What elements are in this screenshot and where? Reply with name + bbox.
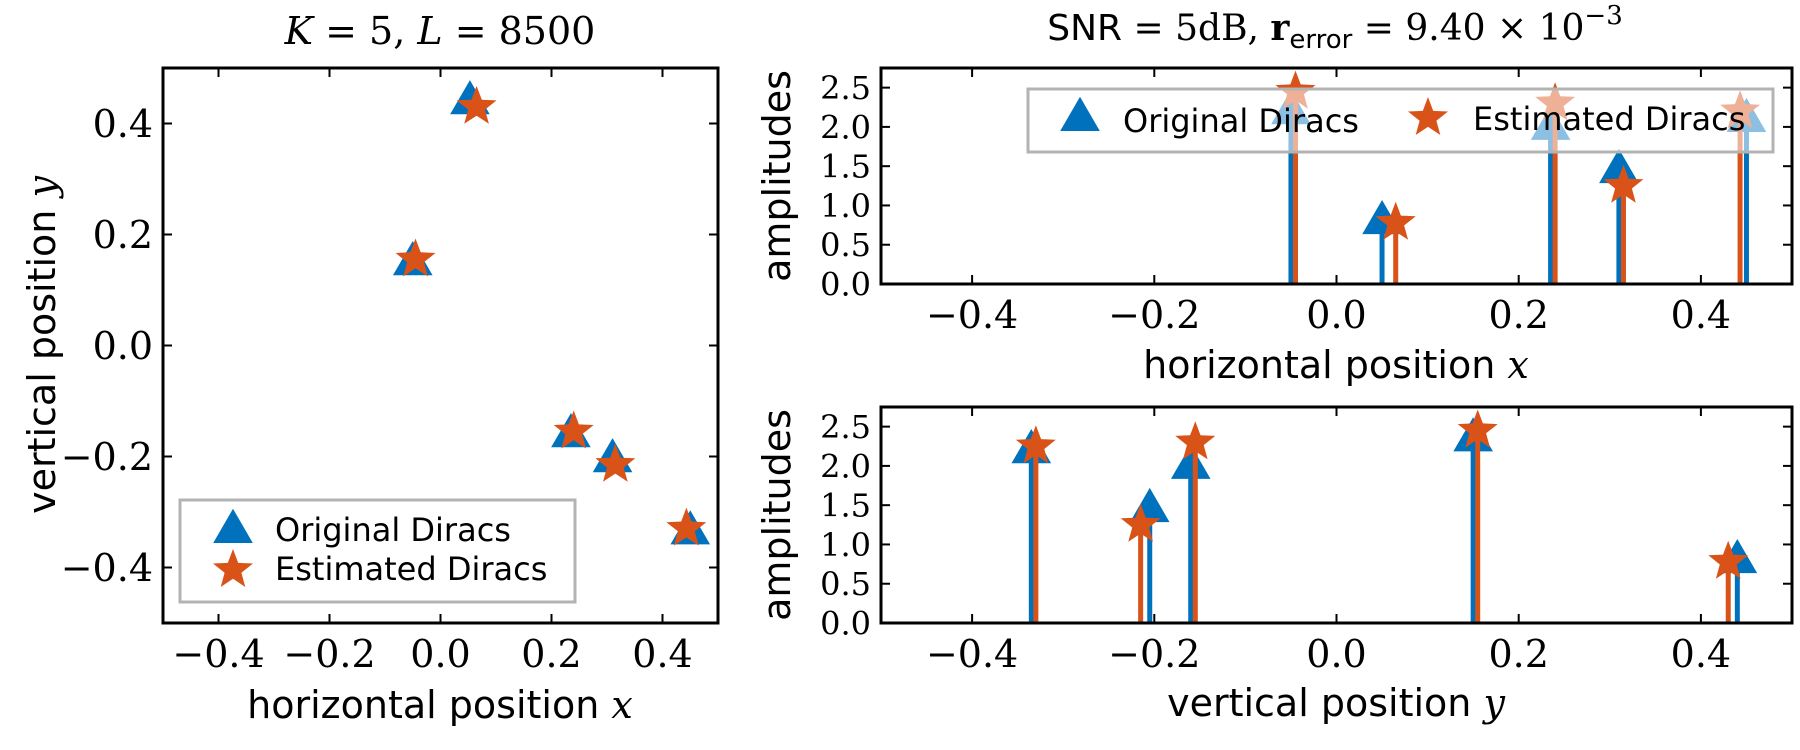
scatter-legend-original-label: Original Diracs (275, 511, 511, 549)
y-tick-label: 1.0 (820, 526, 871, 564)
y-tick-label: 1.5 (820, 148, 871, 186)
y-tick-label: −0.2 (61, 435, 153, 479)
original-dirac-head (1599, 148, 1639, 184)
stem-y-panel: −0.4 −0.2 0.0 0.2 0.40.00.51.01.52.02.5 vert… (755, 405, 1794, 725)
original-dirac-head (1170, 444, 1211, 479)
x-tick-label: 0.4 (1671, 293, 1731, 337)
estimated-dirac-head (1708, 540, 1749, 579)
stem-y-ylabel: amplitudes (755, 409, 799, 621)
y-tick-label: 1.0 (820, 187, 871, 225)
y-tick-label: 1.5 (820, 487, 871, 525)
estimated-dirac-head (1457, 409, 1498, 448)
scatter-panel: K = 5, L = 8500 −0.4 −0.2 0.0 0.2 0.4−0.4−0.… (20, 9, 720, 727)
stem-x-legend-estimated-label: Estimated Diracs (1473, 100, 1745, 138)
x-tick-label: 0.4 (1671, 632, 1731, 676)
y-tick-label: 0.5 (820, 565, 871, 603)
scatter-marks (392, 80, 711, 546)
stem-x-legend: Original Diracs Estimated Diracs (1026, 87, 1775, 154)
stem-y-marks (1011, 409, 1758, 623)
legend-estimated-marker (213, 549, 253, 587)
scatter-axes-frame (161, 66, 720, 625)
scatter-ylabel: vertical position y (20, 176, 64, 514)
scatter-legend-estimated-label: Estimated Diracs (275, 550, 547, 588)
x-tick-label: −0.2 (1108, 293, 1200, 337)
stem-x-title: SNR = 5dB, rerror = 9.40 × 10−3 (1047, 1, 1622, 55)
y-tick-label: 2.0 (820, 447, 871, 485)
stem-x-legend-original-label: Original Diracs (1123, 102, 1359, 140)
estimated-dirac-head (1603, 164, 1644, 203)
y-tick-label: 2.5 (820, 408, 871, 446)
stem-x-axes-frame (879, 66, 1794, 286)
estimated-dirac-head (1120, 503, 1161, 542)
estimated-dirac-point (456, 85, 497, 124)
scatter-xlabel: horizontal position x (247, 683, 633, 727)
stem-y-xlabel: vertical position y (1167, 681, 1505, 725)
y-tick-label: −0.4 (61, 546, 153, 590)
x-tick-label: 0.2 (521, 632, 581, 676)
estimated-dirac-head (1015, 425, 1056, 464)
stem-x-xlabel: horizontal position x (1143, 343, 1529, 387)
y-tick-label: 0.4 (93, 102, 153, 146)
x-tick-label: −0.4 (926, 293, 1018, 337)
scatter-ticks: −0.4 −0.2 0.0 0.2 0.4 −0.4 −0.2 0.0 0.2 0.4 (61, 68, 718, 676)
y-tick-label: 0.5 (820, 226, 871, 264)
scatter-title: K = 5, L = 8500 (284, 9, 596, 53)
estimated-dirac-point (666, 507, 707, 546)
legend-estimated-marker (1408, 97, 1448, 135)
x-tick-label: −0.4 (172, 632, 264, 676)
x-tick-label: 0.4 (632, 632, 692, 676)
y-tick-label: 0.0 (93, 324, 153, 368)
scatter-legend-box (178, 498, 577, 604)
estimated-dirac-head (1175, 421, 1216, 460)
estimated-dirac-point (595, 443, 636, 482)
y-tick-label: 2.5 (820, 69, 871, 107)
y-tick-label: 0.0 (820, 266, 871, 304)
x-tick-label: 0.0 (1306, 293, 1366, 337)
stem-x-ticks: −0.4 −0.2 0.0 0.2 0.40.00.51.01.52.02.5 (820, 68, 1792, 337)
x-tick-label: −0.2 (1108, 632, 1200, 676)
legend-original-marker (213, 508, 253, 543)
x-tick-label: −0.2 (283, 632, 375, 676)
stem-x-panel: SNR = 5dB, rerror = 9.40 × 10−3 −0.4 −0.2… (755, 1, 1794, 387)
x-tick-label: 0.0 (410, 632, 470, 676)
stem-y-ticks: −0.4 −0.2 0.0 0.2 0.40.00.51.01.52.02.5 (820, 407, 1792, 676)
stem-y-axes-frame (879, 405, 1794, 625)
y-tick-label: 2.0 (820, 108, 871, 146)
legend-original-marker (1060, 96, 1100, 131)
estimated-dirac-point (553, 410, 594, 449)
x-tick-label: 0.2 (1488, 632, 1548, 676)
x-tick-label: 0.2 (1488, 293, 1548, 337)
estimated-dirac-head (1375, 201, 1416, 240)
x-tick-label: 0.0 (1306, 632, 1366, 676)
y-tick-label: 0.0 (820, 605, 871, 643)
x-tick-label: −0.4 (926, 632, 1018, 676)
estimated-dirac-point (395, 238, 436, 277)
y-tick-label: 0.2 (93, 213, 153, 257)
stem-x-legend-box (1026, 87, 1775, 154)
scatter-legend: Original Diracs Estimated Diracs (178, 498, 577, 604)
stem-x-ylabel: amplitudes (755, 70, 799, 282)
